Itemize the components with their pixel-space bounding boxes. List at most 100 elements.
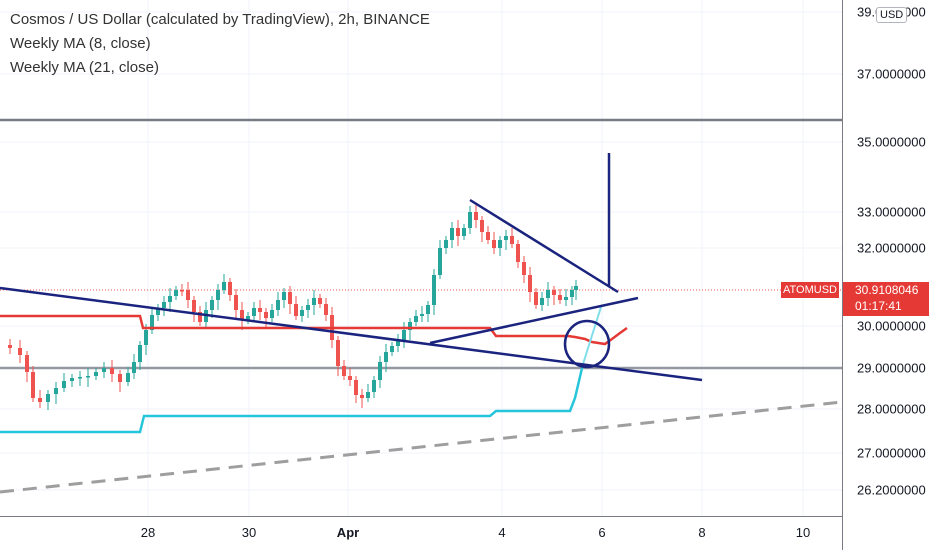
candle-body xyxy=(378,362,382,380)
price-tick: 29.0000000 xyxy=(857,360,926,376)
highlight-circle[interactable] xyxy=(563,319,611,369)
candle-body xyxy=(18,348,22,355)
candle-body xyxy=(336,340,340,366)
triangle-upper-line[interactable] xyxy=(469,198,619,294)
candle-body xyxy=(162,302,166,308)
candle-body xyxy=(384,352,388,362)
candle-body xyxy=(528,275,532,292)
bar-countdown: 01:17:41 xyxy=(855,299,902,313)
chart-pane[interactable]: Cosmos / US Dollar (calculated by Tradin… xyxy=(0,0,843,516)
candle-body xyxy=(372,380,376,392)
price-axis[interactable]: 39.0000000 37.0000000 35.0000000 33.0000… xyxy=(781,0,932,550)
candle-body xyxy=(252,308,256,316)
candle-body xyxy=(552,290,556,295)
candle-body xyxy=(132,362,136,373)
candle-body xyxy=(282,292,286,300)
price-tick: 26.2000000 xyxy=(857,482,926,498)
currency-badge[interactable]: USD xyxy=(876,7,908,23)
horizontal-levels xyxy=(0,118,842,370)
descending-trendline[interactable] xyxy=(0,286,703,382)
candle-body xyxy=(168,296,172,302)
time-tick: 28 xyxy=(140,525,156,540)
candle-body xyxy=(180,290,184,292)
candle-body xyxy=(574,286,578,290)
candle-body xyxy=(46,394,50,402)
time-tick: Apr xyxy=(336,525,360,540)
candle-body xyxy=(192,300,196,312)
candle-body xyxy=(498,240,502,248)
candle-body xyxy=(270,310,274,318)
candle-body xyxy=(420,314,424,316)
candle-body xyxy=(186,290,190,300)
price-tick: 33.0000000 xyxy=(857,204,926,220)
candle-body xyxy=(144,330,148,345)
ma21-legend[interactable]: Weekly MA (21, close) xyxy=(10,59,159,76)
ma21-projection xyxy=(582,306,602,365)
moving-averages xyxy=(0,306,628,434)
candle-body xyxy=(342,366,346,376)
candle-body xyxy=(110,368,114,374)
candle-body xyxy=(522,262,526,275)
price-tick: 28.0000000 xyxy=(857,401,926,417)
candle-body xyxy=(444,240,448,248)
candle-body xyxy=(396,340,400,346)
candle-body xyxy=(86,376,90,378)
candle-body xyxy=(462,228,466,236)
candle-body xyxy=(300,310,304,316)
candle-body xyxy=(354,380,358,395)
ma21-line xyxy=(0,363,585,434)
candle-body xyxy=(222,282,226,290)
symbol-title: Cosmos / US Dollar (calculated by Tradin… xyxy=(10,11,430,28)
candle-body xyxy=(564,297,568,300)
candle-body xyxy=(126,373,130,382)
time-tick: 6 xyxy=(598,525,606,540)
candle-body xyxy=(402,330,406,340)
last-price-value: 30.9108046 xyxy=(855,283,919,297)
candle-body xyxy=(456,228,460,236)
candle-body xyxy=(174,290,178,296)
candle-body xyxy=(474,212,478,220)
candle-body xyxy=(70,378,74,381)
candle-body xyxy=(318,298,322,304)
candle-body xyxy=(426,305,430,314)
candle-body xyxy=(468,212,472,228)
candle-body xyxy=(78,377,82,379)
price-tick: 37.0000000 xyxy=(857,66,926,82)
ma8-legend[interactable]: Weekly MA (8, close) xyxy=(10,35,151,52)
candle-body xyxy=(216,290,220,300)
candle-body xyxy=(366,392,370,398)
time-tick: 10 xyxy=(795,525,811,540)
candle-body xyxy=(324,304,328,315)
price-chart[interactable] xyxy=(0,0,843,516)
dashed-support-line[interactable] xyxy=(0,400,843,494)
candle-body xyxy=(438,248,442,275)
ma8-line xyxy=(0,314,628,346)
candle-body xyxy=(198,312,202,322)
candle-body xyxy=(546,290,550,298)
candle-body xyxy=(558,295,562,300)
drawing-tools xyxy=(0,153,843,494)
candle-body xyxy=(348,376,352,380)
candle-body xyxy=(25,355,29,372)
candle-body xyxy=(228,282,232,295)
time-axis[interactable]: 28 30 Apr 4 6 8 10 xyxy=(0,516,842,550)
time-tick: 30 xyxy=(241,525,257,540)
candle-body xyxy=(54,388,58,394)
price-tick: 35.0000000 xyxy=(857,134,926,150)
candle-body xyxy=(138,345,142,362)
candle-body xyxy=(450,228,454,240)
candle-body xyxy=(258,308,262,312)
candle-body xyxy=(118,374,122,382)
candle-body xyxy=(432,275,436,305)
triangle-lower-line[interactable] xyxy=(429,296,639,345)
candle-body xyxy=(540,298,544,305)
candle-body xyxy=(486,232,490,240)
candle-body xyxy=(534,292,538,305)
price-tick: 32.0000000 xyxy=(857,240,926,256)
symbol-label: ATOMUSD xyxy=(781,282,839,298)
candle-body xyxy=(246,316,250,320)
candle-body xyxy=(156,308,160,315)
time-tick: 4 xyxy=(498,525,506,540)
candle-body xyxy=(360,395,364,398)
price-tick: 30.0000000 xyxy=(857,318,926,334)
